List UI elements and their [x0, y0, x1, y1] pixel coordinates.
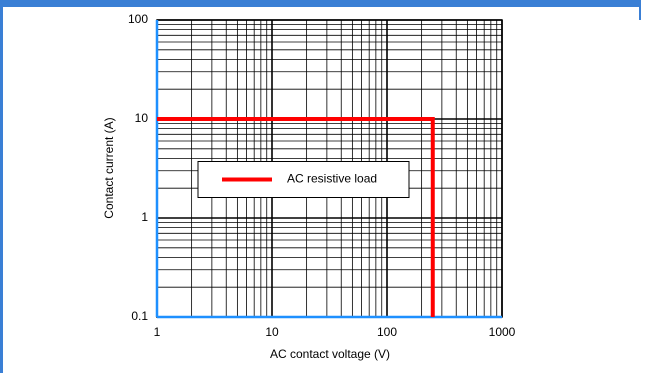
x-axis-label: AC contact voltage (V) — [270, 347, 390, 361]
x-tick-label: 10 — [265, 325, 279, 339]
legend-label: AC resistive load — [287, 172, 377, 186]
data-line — [157, 117, 435, 317]
y-tick-label: 1 — [141, 210, 148, 224]
y-tick-label: 0.1 — [131, 309, 148, 323]
x-tick-label: 1 — [154, 325, 161, 339]
right-border — [639, 0, 641, 20]
y-tick-label: 100 — [128, 12, 148, 26]
left-border — [0, 0, 3, 373]
y-axis-label: Contact current (A) — [102, 117, 116, 218]
y-tick-label: 10 — [135, 111, 149, 125]
x-tick-label: 100 — [377, 325, 397, 339]
x-tick-label: 1000 — [489, 325, 516, 339]
top-bar — [0, 0, 641, 7]
